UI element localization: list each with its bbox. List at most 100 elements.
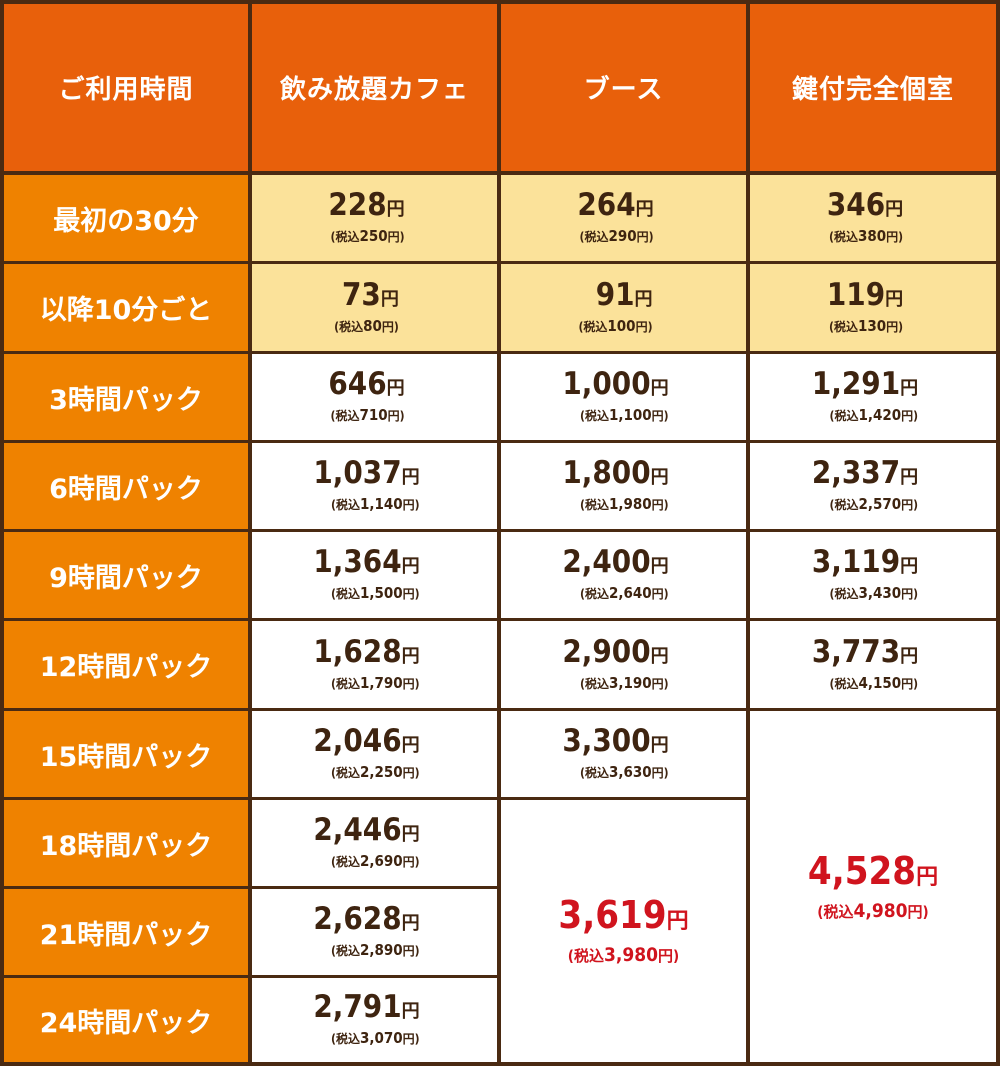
price-value: 3,619 (558, 893, 667, 937)
price-cell: 73円 (税込80円) (252, 264, 497, 351)
tax-value: 3,190 (608, 673, 652, 692)
paren-open: ( (829, 498, 835, 512)
tax-value: 290 (608, 227, 637, 245)
row-label: 9時間パック (49, 562, 203, 594)
yen-unit: 円 (401, 735, 420, 756)
price-value: 3,119 (811, 544, 901, 580)
tax-prefix: 税込 (833, 230, 858, 244)
price-value: 2,628 (313, 901, 402, 937)
price-value: 2,046 (313, 723, 402, 759)
tax-value: 710 (359, 406, 388, 424)
price-tax-included: (税込80円) (334, 316, 399, 337)
price-main: 3,619円 (558, 894, 688, 943)
tax-value: 2,690 (359, 852, 403, 870)
tax-value: 380 (857, 227, 887, 245)
yen-unit: 円 (885, 199, 904, 220)
price-main: 2,791円 (313, 991, 419, 1028)
yen-unit: 円 (402, 1032, 415, 1046)
row-label-cell: 18時間パック (4, 800, 248, 886)
price-main: 2,400円 (562, 546, 668, 583)
header-label: ご利用時間 (58, 75, 194, 105)
paren-open: ( (331, 498, 336, 512)
yen-unit: 円 (666, 909, 689, 934)
row-label-cell: 24時間パック (4, 978, 248, 1062)
price-cell: 1,800円 (税込1,980円) (501, 443, 746, 529)
price-main: 3,119円 (812, 546, 918, 583)
tax-value: 1,790 (359, 673, 403, 692)
price-main: 1,037円 (313, 457, 419, 494)
price-main: 1,628円 (313, 636, 419, 673)
paren-close: ) (663, 676, 669, 691)
price: 91円 (税込100円) (578, 279, 652, 337)
tax-value: 2,890 (359, 941, 403, 959)
tax-prefix: 税込 (335, 766, 360, 780)
price: 2,046円 (税込2,250円) (313, 725, 419, 783)
price: 73円 (税込80円) (334, 279, 399, 337)
yen-unit: 円 (901, 676, 914, 691)
yen-unit: 円 (900, 467, 919, 488)
price-tax-included: (税込2,640円) (580, 583, 669, 604)
row-label: 3時間パック (49, 384, 203, 416)
tax-prefix: 税込 (335, 676, 360, 691)
yen-unit: 円 (885, 288, 904, 310)
row-label: 以降10分ごと (39, 295, 213, 326)
paren-close: ) (913, 498, 919, 512)
yen-unit: 円 (401, 824, 420, 845)
paren-close: ) (647, 319, 653, 334)
price-cell: 264円 (税込290円) (501, 175, 746, 261)
yen-unit: 円 (401, 467, 420, 488)
paren-open: ( (580, 676, 585, 691)
price-cell: 1,037円 (税込1,140円) (252, 443, 497, 529)
tax-prefix: 税込 (823, 902, 854, 921)
price-main: 646円 (328, 368, 404, 405)
yen-unit: 円 (886, 319, 899, 334)
tax-prefix: 税込 (834, 409, 859, 423)
tax-value: 3,430 (858, 584, 902, 602)
price-cell: 2,400円 (税込2,640円) (501, 532, 746, 618)
yen-unit: 円 (650, 378, 669, 399)
yen-unit: 円 (636, 230, 649, 244)
tax-prefix: 税込 (335, 230, 360, 244)
price: 3,619円 (税込3,980円) (558, 894, 688, 968)
header-cell: ご利用時間 (4, 4, 248, 171)
price: 346円 (税込380円) (827, 189, 903, 247)
paren-close: ) (663, 498, 669, 512)
row-label-cell: 以降10分ごと (4, 264, 248, 351)
price: 3,300円 (税込3,630円) (562, 725, 668, 783)
paren-open: ( (567, 947, 574, 965)
price: 264円 (税込290円) (577, 189, 653, 247)
yen-unit: 円 (651, 498, 664, 512)
paren-open: ( (580, 587, 585, 601)
price-main: 264円 (577, 189, 653, 226)
tax-prefix: 税込 (573, 947, 604, 965)
yen-unit: 円 (381, 319, 394, 334)
price-value: 2,791 (313, 989, 402, 1025)
price: 2,337円 (税込2,570円) (812, 457, 918, 515)
tax-prefix: 税込 (335, 855, 360, 869)
price-cell: 2,446円 (税込2,690円) (252, 800, 497, 886)
paren-close: ) (913, 587, 919, 601)
price-main: 2,628円 (313, 903, 419, 940)
price-cell: 119円 (税込130円) (750, 264, 996, 351)
price-main: 1,000円 (562, 368, 668, 405)
price: 3,773円 (税込4,150円) (812, 636, 918, 694)
price-cell: 91円 (税込100円) (501, 264, 746, 351)
price-main: 1,364円 (313, 546, 419, 583)
price-cell: 646円 (税込710円) (252, 354, 497, 440)
row-label: 24時間パック (39, 1007, 213, 1039)
price-main: 2,446円 (313, 814, 419, 851)
price-tax-included: (税込710円) (331, 405, 405, 426)
yen-unit: 円 (901, 498, 914, 512)
tax-prefix: 税込 (335, 587, 360, 601)
price-tax-included: (税込2,890円) (331, 940, 420, 961)
tax-value: 130 (857, 316, 887, 335)
price-value: 2,900 (562, 633, 651, 670)
yen-unit: 円 (387, 230, 400, 244)
price-value: 91 (595, 276, 635, 313)
price-cell: 2,791円 (税込3,070円) (252, 978, 497, 1062)
yen-unit: 円 (900, 378, 919, 399)
tax-prefix: 税込 (584, 766, 609, 780)
paren-close: ) (393, 319, 399, 334)
paren-close: ) (913, 676, 919, 691)
special-price-cell: 3,619円 (税込3,980円) (501, 800, 746, 1062)
